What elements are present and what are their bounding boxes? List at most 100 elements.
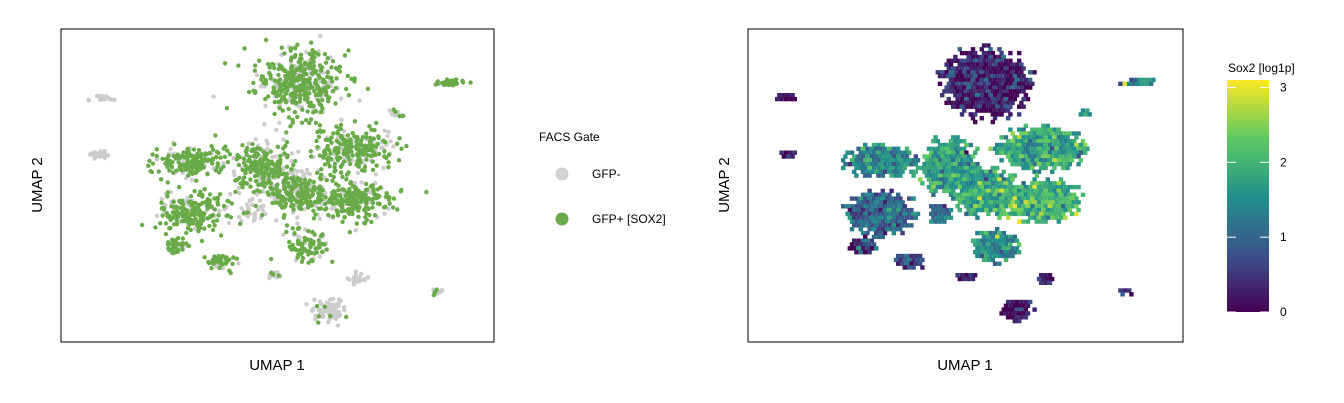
hexbin-cell	[937, 204, 943, 209]
hexbin-cell	[970, 154, 976, 159]
hexbin-cell	[849, 150, 855, 155]
hexbin-cell	[1076, 162, 1081, 167]
hexbin-cell	[1056, 150, 1061, 155]
scatter-point-gfp-pos	[326, 155, 331, 160]
scatter-point-gfp-pos	[313, 80, 318, 86]
hexbin-cell	[1054, 131, 1059, 136]
hexbin-cell	[966, 54, 971, 60]
hexbin-cell	[904, 154, 910, 159]
hexbin-cell	[1014, 315, 1020, 320]
scatter-point-gfp-pos	[362, 220, 367, 226]
scatter-point-gfp-pos	[331, 174, 336, 180]
hexbin-cell	[788, 96, 793, 102]
scatter-point-gfp-pos	[320, 97, 325, 103]
hexbin-cell	[975, 108, 980, 113]
scatter-point-gfp-neg	[221, 160, 226, 166]
hexbin-cell	[964, 211, 969, 217]
scatter-point-gfp-pos	[173, 249, 178, 254]
scatter-point-gfp-pos	[163, 231, 169, 237]
hexbin-cell	[999, 234, 1004, 240]
hexbin-cell	[852, 154, 857, 159]
scatter-point-gfp-neg	[102, 155, 108, 161]
scatter-point-gfp-pos	[350, 153, 355, 158]
hexbin-cell	[1052, 204, 1057, 209]
hexbin-cell	[973, 66, 978, 71]
scatter-point-gfp-pos	[333, 101, 338, 106]
hexbin-cell	[973, 211, 978, 217]
scatter-point-gfp-neg	[228, 192, 233, 197]
hexbin-cell	[1003, 181, 1009, 186]
scatter-point-gfp-pos	[299, 64, 304, 69]
hexbin-cell	[878, 192, 883, 197]
scatter-point-gfp-pos	[319, 172, 324, 177]
scatter-point-gfp-pos	[184, 214, 189, 219]
scatter-point-gfp-pos	[165, 214, 170, 219]
hexbin-cell	[953, 177, 958, 182]
hexbin-cell	[880, 196, 885, 201]
hexbin-cell	[968, 211, 973, 217]
hexbin-cell	[1050, 276, 1055, 282]
hexbin-cell	[990, 242, 995, 247]
hexbin-cell	[1052, 158, 1057, 163]
scatter-point-gfp-pos	[333, 85, 338, 91]
hexbin-cell	[863, 250, 868, 255]
hexbin-cell	[863, 219, 868, 224]
hexbin-cell	[935, 146, 940, 151]
hexbin-cell	[1076, 184, 1081, 190]
scatter-point-gfp-pos	[341, 159, 347, 164]
scatter-point-gfp-neg	[313, 316, 318, 322]
scatter-point-gfp-pos	[188, 194, 194, 199]
hexbin-cell	[986, 81, 991, 86]
hexbin-cell	[1001, 54, 1006, 60]
scatter-point-gfp-pos	[216, 254, 222, 259]
scatter-point-gfp-neg	[265, 141, 270, 147]
hexbin-cell	[977, 89, 982, 94]
scatter-point-gfp-pos	[156, 169, 161, 174]
scatter-point-gfp-pos	[213, 133, 218, 138]
hexbin-cell	[992, 184, 998, 190]
hexbin-cell	[1036, 192, 1042, 197]
scatter-point-gfp-pos	[241, 156, 247, 162]
scatter-point-gfp-pos	[200, 215, 206, 220]
scatter-point-gfp-neg	[246, 141, 251, 146]
hexbin-cell	[909, 169, 914, 174]
hexbin-cell	[1003, 242, 1009, 247]
hexbin-cell	[924, 158, 929, 163]
hexbin-cell	[1001, 200, 1006, 205]
hexbin-cell	[1012, 96, 1017, 102]
hexbin-cell	[964, 50, 969, 56]
hexbin-cell	[1012, 142, 1017, 148]
hexbin-cell	[1006, 177, 1011, 182]
hexbin-cell	[882, 200, 888, 205]
hexbin-cell	[981, 96, 987, 102]
scatter-point-gfp-pos	[180, 206, 185, 211]
left-y-axis-title: UMAP 2	[29, 157, 46, 213]
hexbin-cell	[973, 181, 978, 186]
scatter-point-gfp-pos	[349, 76, 354, 82]
hexbin-cell	[999, 58, 1004, 63]
hexbin-cell	[1039, 158, 1044, 163]
hexbin-cell	[937, 181, 943, 186]
hexbin-cell	[957, 276, 962, 282]
hexbin-cell	[1010, 146, 1015, 151]
hexbin-cell	[898, 158, 903, 163]
hexbin-cell	[902, 257, 907, 263]
scatter-point-gfp-neg	[317, 216, 322, 221]
hexbin-cell	[999, 150, 1004, 155]
hexbin-cell	[935, 154, 940, 159]
scatter-point-gfp-pos	[342, 53, 348, 58]
scatter-point-gfp-pos	[296, 241, 301, 247]
scatter-point-gfp-pos	[240, 167, 245, 173]
hexbin-cell	[878, 154, 883, 159]
hexbin-cell	[1010, 200, 1015, 205]
hexbin-cell	[852, 238, 857, 243]
hexbin-cell	[860, 154, 866, 159]
hexbin-cell	[907, 150, 912, 155]
scatter-point-gfp-pos	[340, 219, 345, 225]
scatter-point-gfp-pos	[241, 160, 247, 166]
hexbin-cell	[977, 73, 982, 79]
hexbin-cell	[852, 223, 857, 228]
hexbin-cell	[964, 196, 969, 201]
scatter-point-gfp-pos	[246, 89, 252, 95]
hexbin-cell	[1043, 135, 1048, 140]
